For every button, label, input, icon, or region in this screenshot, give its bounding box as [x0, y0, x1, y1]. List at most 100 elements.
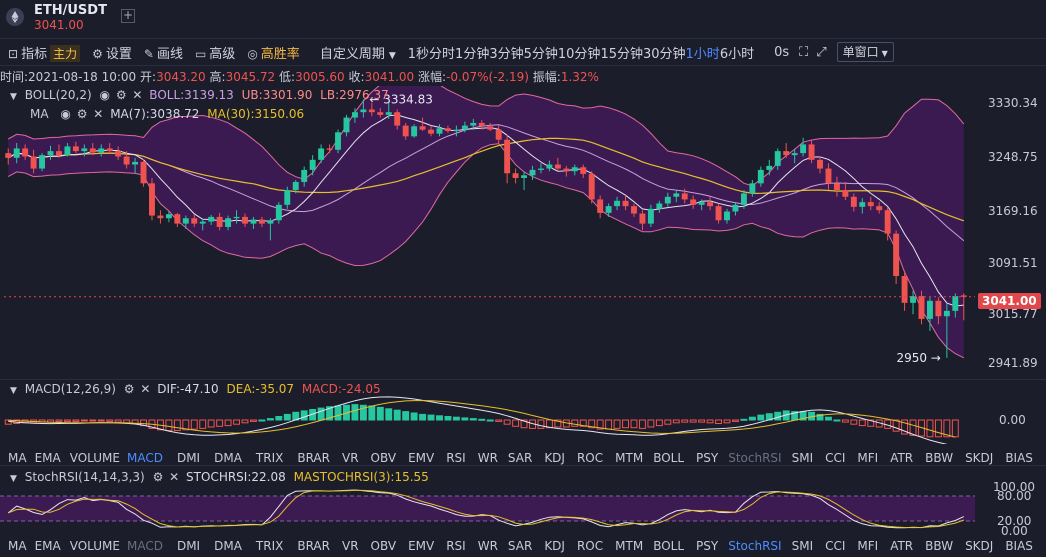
- add-pair-button[interactable]: +: [121, 8, 135, 23]
- custom-period-dropdown[interactable]: 自定义周期 ▼: [320, 43, 396, 62]
- main-tab-dmi[interactable]: DMI: [176, 451, 201, 465]
- close-icon[interactable]: ✕: [93, 107, 104, 121]
- collapse-icon[interactable]: ▼: [10, 92, 17, 102]
- sub-tab-dmi[interactable]: DMI: [176, 539, 201, 553]
- close-icon[interactable]: ✕: [140, 382, 151, 396]
- stochrsi-chart[interactable]: [0, 466, 1046, 534]
- main-tab-brar[interactable]: BRAR: [297, 451, 330, 465]
- period-tab-3[interactable]: 3分钟: [489, 46, 524, 62]
- sub-tab-ema[interactable]: EMA: [34, 539, 61, 553]
- period-tab-2[interactable]: 1分钟: [455, 46, 490, 62]
- main-tab-ma[interactable]: MA: [8, 451, 27, 465]
- sub-tab-obv[interactable]: OBV: [370, 539, 397, 553]
- gear-icon[interactable]: ⚙: [152, 470, 164, 484]
- main-tab-rsi[interactable]: RSI: [446, 451, 466, 465]
- sub-tab-boll[interactable]: BOLL: [653, 539, 685, 553]
- sub-tab-mtm[interactable]: MTM: [615, 539, 644, 553]
- trading-pair[interactable]: ETH/USDT: [34, 3, 107, 18]
- main-tab-obv[interactable]: OBV: [370, 451, 397, 465]
- main-tab-mtm[interactable]: MTM: [615, 451, 644, 465]
- period-tab-8[interactable]: 1小时: [685, 46, 720, 62]
- sub-tab-cci[interactable]: CCI: [825, 539, 846, 553]
- macd-dif-value: DIF:-47.10: [157, 382, 219, 396]
- fit-icon[interactable]: ⤢: [816, 44, 827, 60]
- main-tab-atr[interactable]: ATR: [890, 451, 914, 465]
- sub-tab-dma[interactable]: DMA: [214, 539, 242, 553]
- window-mode-select[interactable]: 单窗口 ▼: [836, 42, 894, 62]
- sub-tab-vr[interactable]: VR: [341, 539, 359, 553]
- period-tab-9[interactable]: 6小时: [719, 46, 755, 62]
- eye-icon[interactable]: ◉: [99, 88, 110, 102]
- gear-icon[interactable]: ⚙: [123, 382, 135, 396]
- collapse-icon[interactable]: ▼: [10, 386, 17, 396]
- indicator-tabs-main: MA EMA VOLUME MACD DMI DMA TRIX BRAR VR OBV EMV RSI…: [8, 451, 1045, 465]
- period-tab-6[interactable]: 15分钟: [600, 46, 643, 62]
- sub-tab-brar[interactable]: BRAR: [297, 539, 330, 553]
- main-tab-bias[interactable]: BIAS: [1005, 451, 1033, 465]
- main-tab-ema[interactable]: EMA: [34, 451, 61, 465]
- main-tab-bbw[interactable]: BBW: [925, 451, 954, 465]
- candle: [707, 196, 714, 211]
- sub-tab-macd[interactable]: MACD: [126, 539, 163, 553]
- main-tab-dma[interactable]: DMA: [214, 451, 242, 465]
- sub-tab-sar[interactable]: SAR: [507, 539, 533, 553]
- period-tab-5[interactable]: 10分钟: [557, 46, 601, 62]
- macd-chart[interactable]: [0, 380, 1046, 444]
- sub-tab-trix[interactable]: TRIX: [255, 539, 284, 553]
- candle: [605, 203, 612, 217]
- sub-tab-smi[interactable]: SMI: [791, 539, 814, 553]
- sub-tab-rsi[interactable]: RSI: [446, 539, 466, 553]
- main-tab-skdj[interactable]: SKDJ: [965, 451, 994, 465]
- gear-icon[interactable]: ⚙: [115, 88, 127, 102]
- period-tab-1[interactable]: 分时: [429, 46, 456, 62]
- sub-tab-volume[interactable]: VOLUME: [69, 539, 120, 553]
- sub-tab-mfi[interactable]: MFI: [857, 539, 879, 553]
- draw-button[interactable]: ✎ 画线: [144, 43, 183, 62]
- main-tab-stochrsi[interactable]: StochRSI: [728, 451, 782, 465]
- main-tab-roc[interactable]: ROC: [576, 451, 604, 465]
- sub-tab-emv[interactable]: EMV: [408, 539, 435, 553]
- main-tab-emv[interactable]: EMV: [408, 451, 435, 465]
- gear-icon[interactable]: ⚙: [76, 107, 88, 121]
- main-tab-wr[interactable]: WR: [477, 451, 498, 465]
- sub-tab-stochrsi[interactable]: StochRSI: [728, 539, 782, 553]
- main-tab-boll[interactable]: BOLL: [653, 451, 685, 465]
- period-tab-7[interactable]: 30分钟: [642, 46, 686, 62]
- main-tab-vr[interactable]: VR: [341, 451, 359, 465]
- main-tab-psy[interactable]: PSY: [696, 451, 719, 465]
- settings-button[interactable]: ⚙ 设置: [92, 43, 132, 62]
- macd-bar: [419, 413, 427, 421]
- sub-tab-ma[interactable]: MA: [8, 539, 27, 553]
- main-tab-volume[interactable]: VOLUME: [69, 451, 120, 465]
- sub-tab-atr[interactable]: ATR: [890, 539, 914, 553]
- main-tab-cci[interactable]: CCI: [825, 451, 846, 465]
- winrate-button[interactable]: ◎ 高胜率: [247, 43, 300, 62]
- advanced-button[interactable]: ▭ 高级: [195, 43, 235, 62]
- indicators-button[interactable]: ⊡ 指标 主力: [8, 43, 81, 62]
- close-icon[interactable]: ✕: [169, 470, 180, 484]
- sub-tab-bias[interactable]: BIAS: [1005, 539, 1033, 553]
- main-tab-smi[interactable]: SMI: [791, 451, 814, 465]
- period-tab-4[interactable]: 5分钟: [523, 46, 558, 62]
- close-icon[interactable]: ✕: [132, 88, 143, 102]
- main-tab-kdj[interactable]: KDJ: [544, 451, 565, 465]
- main-tab-mfi[interactable]: MFI: [857, 451, 879, 465]
- sub-tab-skdj[interactable]: SKDJ: [965, 539, 994, 553]
- price-chart[interactable]: ← 3334.83 2950 →: [0, 86, 1046, 378]
- sub-tab-psy[interactable]: PSY: [696, 539, 719, 553]
- collapse-icon[interactable]: ▼: [10, 474, 17, 484]
- sub-tab-wr[interactable]: WR: [477, 539, 498, 553]
- sub-tab-roc[interactable]: ROC: [576, 539, 604, 553]
- boll-name: BOLL(20,2): [24, 88, 92, 102]
- fullscreen-icon[interactable]: ⛶: [799, 44, 809, 60]
- sub-tab-kdj[interactable]: KDJ: [544, 539, 565, 553]
- sub-tab-bbw[interactable]: BBW: [925, 539, 954, 553]
- eye-icon[interactable]: ◉: [60, 107, 71, 121]
- period-tab-0[interactable]: 1秒: [407, 46, 430, 62]
- main-badge[interactable]: 主力: [50, 44, 81, 62]
- main-tab-sar[interactable]: SAR: [507, 451, 533, 465]
- candle: [258, 216, 265, 227]
- main-tab-macd[interactable]: MACD: [126, 451, 163, 465]
- refresh-interval[interactable]: 0s: [774, 44, 790, 60]
- main-tab-trix[interactable]: TRIX: [255, 451, 284, 465]
